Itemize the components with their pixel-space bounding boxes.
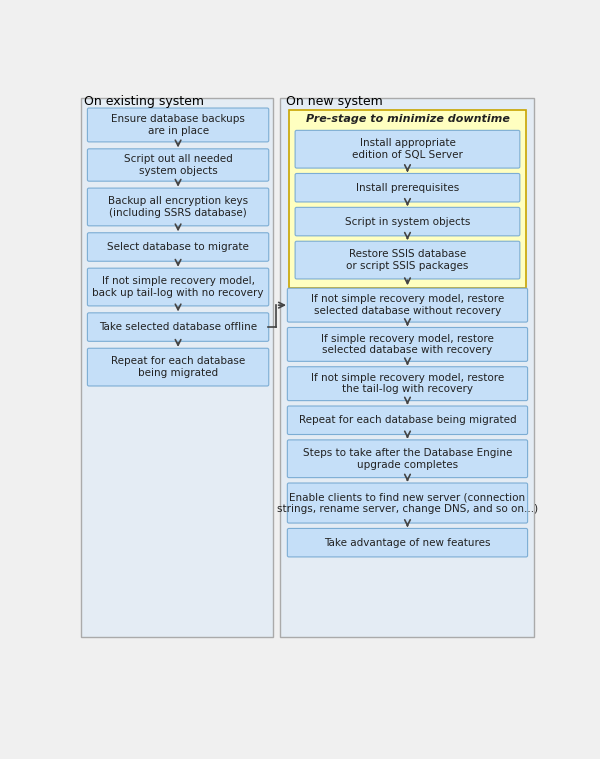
- Text: Pre-stage to minimize downtime: Pre-stage to minimize downtime: [305, 114, 509, 124]
- Text: If not simple recovery model,
back up tail-log with no recovery: If not simple recovery model, back up ta…: [92, 276, 264, 298]
- FancyBboxPatch shape: [287, 367, 527, 401]
- Text: Take selected database offline: Take selected database offline: [99, 322, 257, 332]
- FancyBboxPatch shape: [88, 149, 269, 181]
- FancyBboxPatch shape: [287, 406, 527, 434]
- Text: If not simple recovery model, restore
selected database without recovery: If not simple recovery model, restore se…: [311, 294, 504, 316]
- FancyBboxPatch shape: [287, 288, 527, 322]
- FancyBboxPatch shape: [88, 233, 269, 261]
- Text: Select database to migrate: Select database to migrate: [107, 242, 249, 252]
- Text: Install prerequisites: Install prerequisites: [356, 183, 459, 193]
- FancyBboxPatch shape: [88, 188, 269, 226]
- Text: Steps to take after the Database Engine
upgrade completes: Steps to take after the Database Engine …: [303, 448, 512, 470]
- Text: Script out all needed
system objects: Script out all needed system objects: [124, 154, 232, 176]
- FancyBboxPatch shape: [289, 109, 526, 288]
- Text: Script in system objects: Script in system objects: [345, 216, 470, 227]
- Text: Take advantage of new features: Take advantage of new features: [324, 537, 491, 548]
- Text: If simple recovery model, restore
selected database with recovery: If simple recovery model, restore select…: [321, 334, 494, 355]
- Text: Install appropriate
edition of SQL Server: Install appropriate edition of SQL Serve…: [352, 138, 463, 160]
- Text: Repeat for each database being migrated: Repeat for each database being migrated: [299, 415, 516, 425]
- Text: Repeat for each database
being migrated: Repeat for each database being migrated: [111, 356, 245, 378]
- Text: On existing system: On existing system: [84, 95, 204, 108]
- FancyBboxPatch shape: [81, 98, 274, 637]
- FancyBboxPatch shape: [295, 131, 520, 168]
- FancyBboxPatch shape: [287, 483, 527, 523]
- Text: On new system: On new system: [286, 95, 383, 108]
- Text: Enable clients to find new server (connection
strings, rename server, change DNS: Enable clients to find new server (conne…: [277, 493, 538, 514]
- Text: Backup all encryption keys
(including SSRS database): Backup all encryption keys (including SS…: [108, 196, 248, 218]
- FancyBboxPatch shape: [295, 174, 520, 202]
- Text: Ensure database backups
are in place: Ensure database backups are in place: [111, 114, 245, 136]
- FancyBboxPatch shape: [287, 440, 527, 477]
- FancyBboxPatch shape: [287, 327, 527, 361]
- Text: Restore SSIS database
or script SSIS packages: Restore SSIS database or script SSIS pac…: [346, 249, 469, 271]
- FancyBboxPatch shape: [88, 348, 269, 386]
- FancyBboxPatch shape: [88, 108, 269, 142]
- FancyBboxPatch shape: [88, 268, 269, 306]
- FancyBboxPatch shape: [280, 98, 534, 637]
- FancyBboxPatch shape: [88, 313, 269, 342]
- Text: If not simple recovery model, restore
the tail-log with recovery: If not simple recovery model, restore th…: [311, 373, 504, 395]
- FancyBboxPatch shape: [295, 207, 520, 236]
- FancyBboxPatch shape: [295, 241, 520, 279]
- FancyBboxPatch shape: [287, 528, 527, 557]
